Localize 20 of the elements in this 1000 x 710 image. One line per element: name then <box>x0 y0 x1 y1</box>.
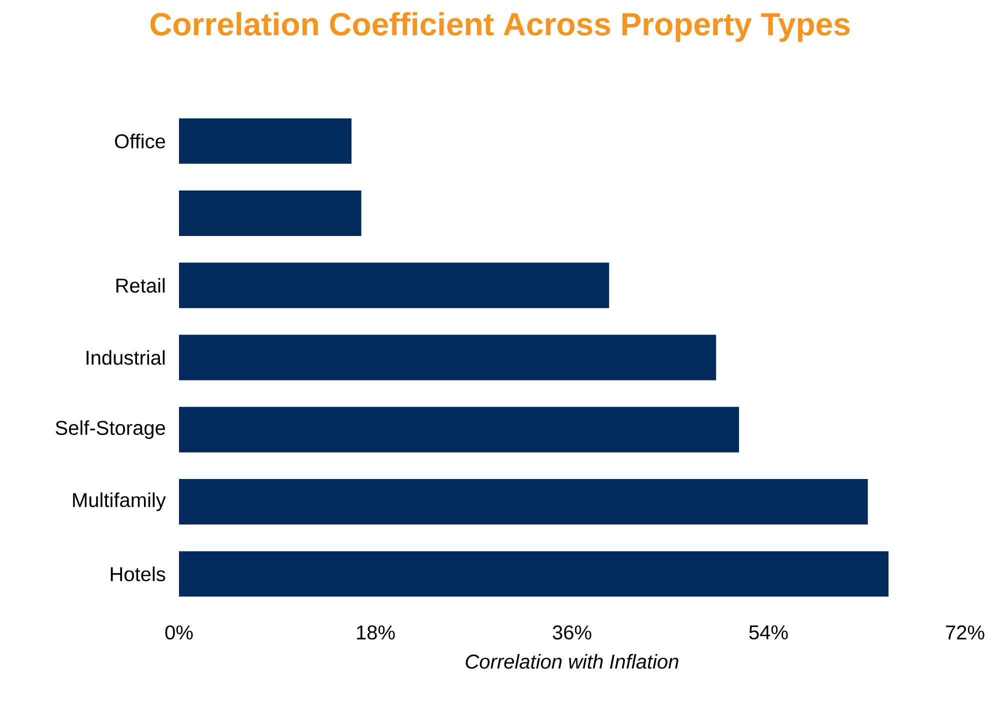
x-axis-title: Correlation with Inflation <box>466 654 678 669</box>
bar <box>179 479 868 525</box>
y-tick-label: Industrial <box>86 350 165 365</box>
y-tick-label: Hotels <box>110 566 166 582</box>
x-tick-label: 72% <box>946 625 984 640</box>
bar <box>179 551 889 597</box>
x-tick-label: 0% <box>165 625 193 640</box>
x-tick-label: 54% <box>749 625 788 640</box>
y-tick-label: Self-Storage <box>56 420 166 439</box>
bar <box>179 118 352 164</box>
y-tick-label: Office <box>115 134 166 148</box>
y-tick-label: Retail <box>116 278 165 293</box>
x-tick-label: 36% <box>552 625 592 640</box>
bar <box>179 334 716 380</box>
bar <box>179 190 362 236</box>
bar <box>179 406 740 452</box>
bar <box>179 262 610 308</box>
chart-title: Correlation Coefficient Across Property Types <box>150 12 850 42</box>
y-tick-label: Multifamily <box>73 492 166 512</box>
x-tick-label: 18% <box>357 625 395 640</box>
